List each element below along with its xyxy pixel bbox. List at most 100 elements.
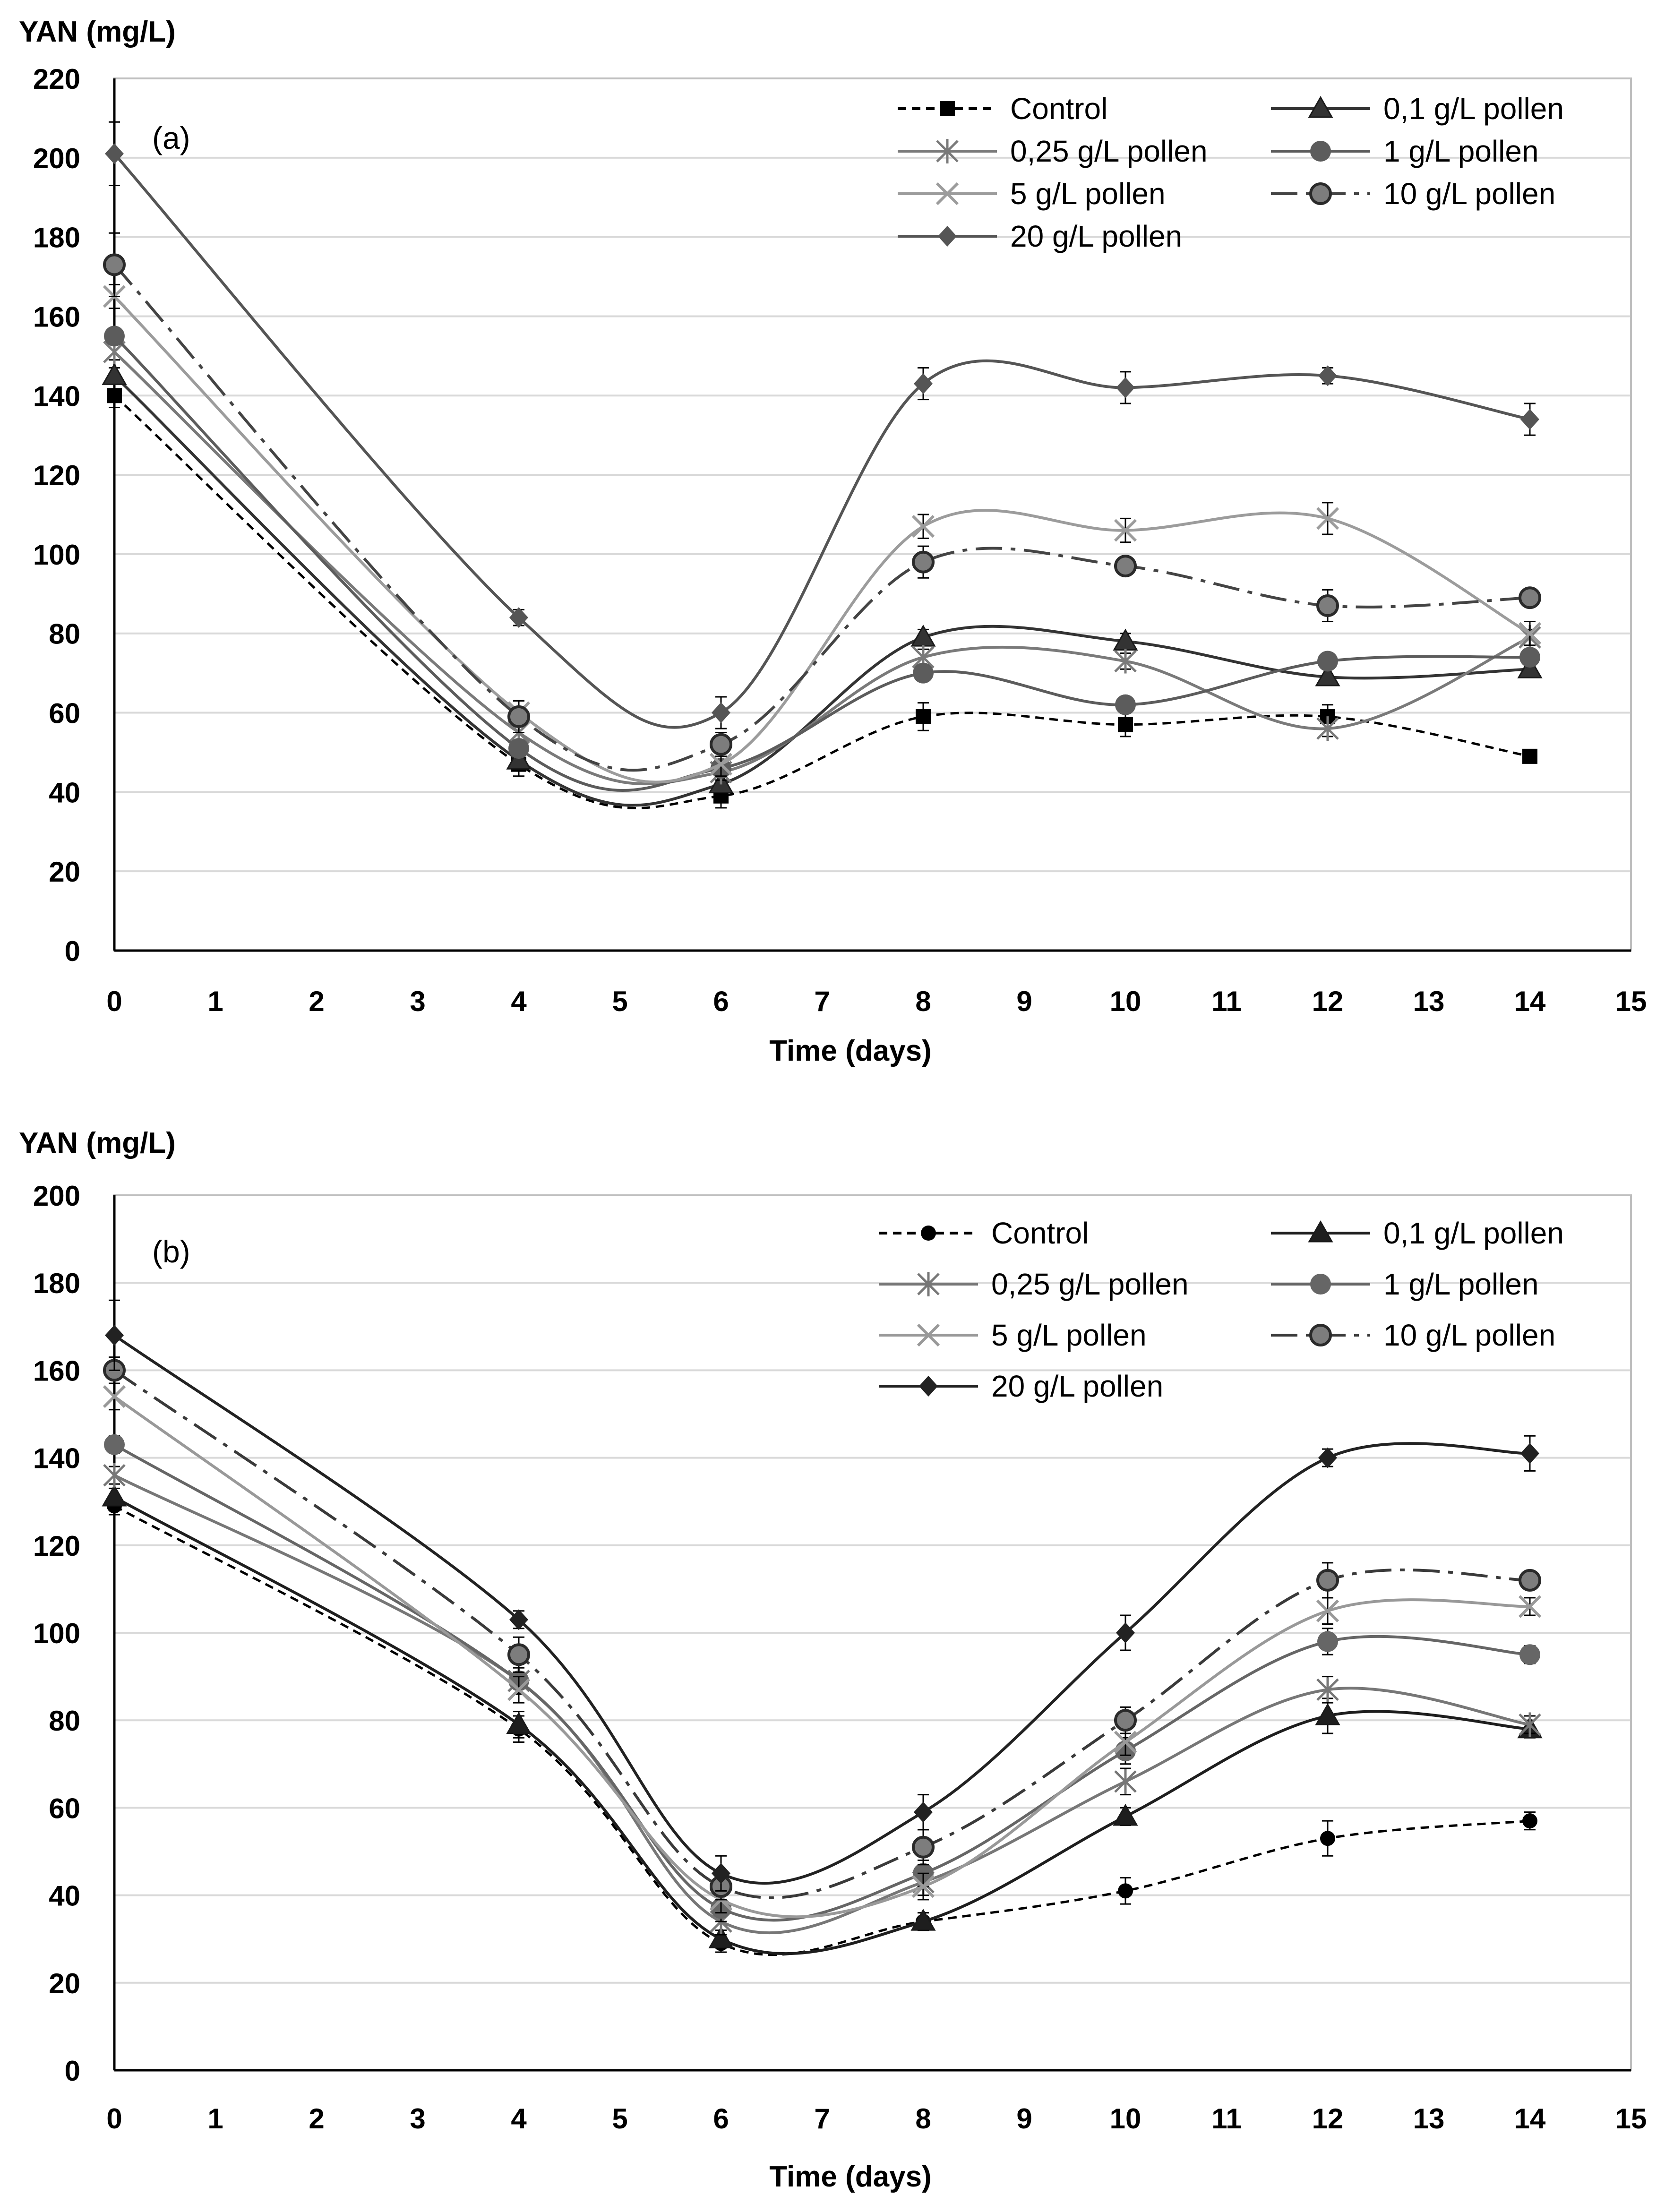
x-tick-label: 9 [1016,2103,1032,2135]
legend-entry: 20 g/L pollen [898,219,1182,253]
legend-entry: 10 g/L pollen [1271,1318,1555,1352]
series-line [113,1395,1530,1919]
legend-entry: 1 g/L pollen [1271,1267,1539,1301]
data-point [1114,1769,1137,1794]
x-tick-label: 5 [612,2103,627,2135]
legend-label: 0,1 g/L pollen [1383,1216,1564,1250]
legend-entry: Control [898,92,1107,126]
y-tick-label: 40 [49,777,80,808]
data-point [1316,1569,1339,1592]
y-axis-title-a: YAN (mg/L) [19,16,176,48]
x-tick-label: 7 [814,986,830,1017]
x-tick-label: 2 [309,2103,324,2135]
x-tick-label: 1 [207,986,223,1017]
data-point [104,326,125,347]
data-point [911,1875,935,1898]
x-tick-label: 1 [207,2103,223,2135]
data-point [1114,649,1137,674]
x-tick-label: 12 [1312,2103,1344,2135]
data-point [1115,694,1136,715]
data-point [1519,647,1540,668]
x-tick-label: 4 [511,2103,527,2135]
data-point [1517,656,1543,678]
legend-entry: Control [879,1216,1089,1250]
data-point [916,709,931,724]
legend-marker [935,182,959,206]
x-tick-label: 2 [309,986,324,1017]
data-point [912,550,935,574]
legend-marker [917,1272,940,1296]
series-line [113,1334,1530,1885]
y-tick-label: 60 [49,698,80,729]
data-point [105,1325,124,1346]
x-tick-label: 14 [1514,986,1546,1017]
data-point [1114,519,1137,542]
x-tick-label: 3 [410,986,425,1017]
data-point [1114,1731,1137,1754]
series-5-g-l-pollen-b [103,1382,1542,1919]
x-tick-label: 0 [106,986,122,1017]
legend-entry: 0,1 g/L pollen [1271,92,1564,126]
legend-label: 5 g/L pollen [991,1318,1147,1352]
x-tick-label: 12 [1312,986,1344,1017]
legend-marker [921,1226,936,1241]
panel-label-b: (b) [152,1234,190,1269]
x-axis-title-a: Time (days) [769,1035,931,1067]
x-tick-label: 3 [410,2103,425,2135]
y-tick-label: 80 [49,1705,80,1737]
x-axis-title-b: Time (days) [769,2161,931,2193]
data-point [1518,622,1542,645]
x-tick-label: 5 [612,986,627,1017]
x-tick-label: 13 [1413,986,1445,1017]
data-point [509,1609,528,1630]
legend-entry: 0,25 g/L pollen [898,134,1208,168]
y-tick-label: 100 [33,1618,80,1649]
legend-label: Control [1010,92,1107,126]
data-point [507,1643,530,1666]
x-tick-label: 15 [1615,986,1647,1017]
y-tick-label: 100 [33,539,80,571]
legend-label: 10 g/L pollen [1383,177,1555,211]
x-tick-label: 11 [1211,986,1241,1017]
data-point [1519,1712,1541,1737]
data-point [1320,1831,1335,1846]
x-tick-label: 0 [106,2103,122,2135]
legend-entry: 0,1 g/L pollen [1271,1216,1564,1250]
data-point [913,662,934,684]
x-tick-label: 11 [1211,2103,1241,2135]
y-tick-label: 220 [33,63,80,95]
data-point [1316,507,1339,530]
x-tick-label: 8 [915,986,931,1017]
x-tick-label: 9 [1016,986,1032,1017]
data-point [1518,1595,1542,1618]
x-tick-label: 15 [1615,2103,1647,2135]
y-tick-label: 160 [33,301,80,333]
legend-marker [1310,1274,1331,1295]
data-point [1522,1813,1537,1829]
legend-entry: 0,25 g/L pollen [879,1267,1189,1301]
y-axis-title-b: YAN (mg/L) [19,1127,176,1159]
legend-b: Control 0,1 g/L pollen 0,25 g/L pollen 1 g/… [879,1216,1564,1403]
data-point [914,1801,933,1823]
data-point [1520,1443,1539,1464]
legend-label: 10 g/L pollen [1383,1318,1555,1352]
data-point [1116,377,1135,398]
chart-panel-a: YAN (mg/L) Time (days) (a) 0204060801001… [19,16,1647,1067]
y-tick-label: 60 [49,1792,80,1824]
data-point [508,738,529,759]
legend-marker [936,139,959,163]
data-point [103,1385,126,1408]
data-point [1316,1677,1339,1702]
data-point [102,1484,127,1507]
y-tick-label: 200 [33,143,80,174]
legend-marker [919,1376,938,1397]
x-tick-label: 10 [1110,2103,1141,2135]
data-point [1118,717,1133,732]
data-point [1522,748,1537,764]
data-point [103,253,126,276]
x-tick-label: 6 [713,986,729,1017]
legend-marker [940,101,955,116]
y-tick-label: 120 [33,1530,80,1562]
y-tick-label: 80 [49,618,80,650]
